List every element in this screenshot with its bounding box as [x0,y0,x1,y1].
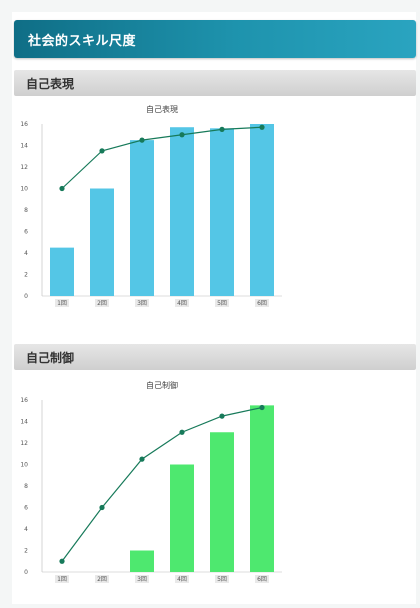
bar [170,127,194,296]
line-point [219,126,225,132]
chart-title: 自己表現 [146,104,178,114]
x-tick-box [255,575,269,583]
bar [170,464,194,572]
y-tick-label: 6 [24,229,28,236]
y-tick-label: 2 [24,272,28,279]
x-tick-label: 1回 [57,576,67,583]
x-tick-box [55,575,69,583]
section-header-self-expression: 自己表現 [14,70,416,96]
y-tick-label: 4 [24,526,28,533]
y-tick-label: 14 [20,419,28,426]
bar [210,128,234,296]
line-point [259,124,265,130]
y-tick-label: 8 [24,483,28,490]
x-tick-label: 5回 [217,300,227,307]
x-tick-label: 4回 [177,576,187,583]
line-point [59,185,65,192]
line-point [179,429,185,435]
bar [250,124,274,296]
x-tick-label: 2回 [97,576,107,583]
y-tick-label: 2 [24,548,28,555]
bar [130,140,154,296]
y-tick-label: 14 [20,143,28,150]
y-tick-label: 0 [24,293,28,300]
chart-self-control: 自己制御 0 2 4 6 8 10 12 14 16 1回 2回 3回 4回 5回 6回 [20,380,282,583]
x-tick-box [135,575,149,583]
x-tick-label: 5回 [217,576,227,583]
line-point [99,148,105,154]
bar [130,550,154,572]
y-tick-label: 6 [24,505,28,512]
x-tick-box [175,575,189,583]
trend-line [61,126,263,189]
x-tick-label: 6回 [257,576,267,583]
x-tick-box [175,299,189,307]
y-tick-label: 4 [24,250,28,257]
y-tick-label: 12 [20,164,28,171]
line-point [259,404,265,411]
x-tick-box [95,575,109,583]
x-tick-box [215,575,229,583]
x-tick-box [215,299,229,307]
x-tick-box [95,299,109,307]
chart-title: 自己制御 [146,380,178,390]
x-tick-label: 2回 [97,300,107,307]
bar [250,405,274,572]
section-header-self-control: 自己制御 [14,344,416,370]
bar [90,188,114,296]
x-tick-box [255,299,269,307]
bar [50,247,74,296]
line-point [59,558,65,564]
line-point [99,504,105,511]
trend-line [61,406,263,562]
x-tick-box [135,299,149,307]
y-tick-label: 0 [24,569,28,576]
line-point [219,413,225,419]
x-tick-label: 6回 [257,300,267,307]
x-tick-label: 1回 [57,300,67,307]
chart-self-expression: 自己表現 0 2 4 6 8 10 12 14 16 1回 2回 3回 4回 5回 6回 [20,104,282,307]
section-title: 自己表現 [26,77,75,91]
page-title: 社会的スキル尺度 [28,34,137,49]
y-tick-label: 16 [20,397,28,404]
line-point [179,132,185,138]
line-point [139,456,145,462]
y-tick-label: 16 [20,121,28,128]
y-tick-label: 10 [20,462,28,469]
line-point [139,137,145,143]
y-tick-label: 10 [20,186,28,193]
y-tick-label: 8 [24,207,28,214]
x-tick-label: 4回 [177,300,187,307]
section-title: 自己制御 [26,351,75,365]
y-tick-label: 12 [20,440,28,447]
x-tick-label: 3回 [137,300,147,307]
x-tick-box [55,299,69,307]
x-tick-label: 3回 [137,576,147,583]
bar [210,432,234,572]
page-header: 社会的スキル尺度 [14,20,416,58]
